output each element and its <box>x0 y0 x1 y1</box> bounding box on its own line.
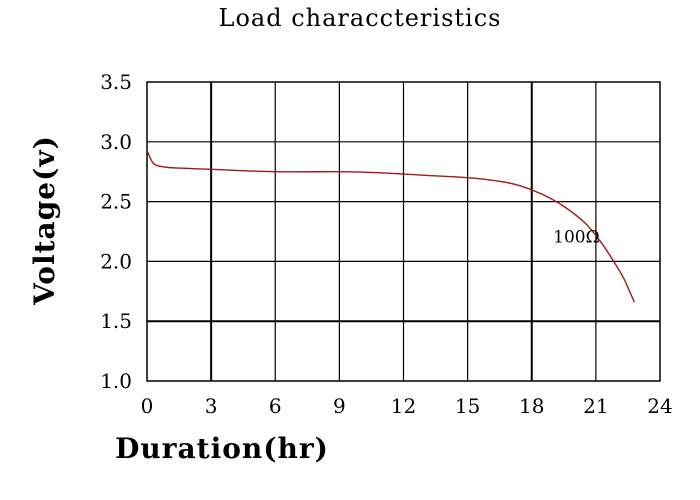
x-tick-label: 9 <box>333 394 346 418</box>
y-axis-label: Voltage(v) <box>28 135 61 306</box>
x-axis-ticks: 0 3 6 9 12 15 18 21 24 <box>141 394 673 418</box>
y-tick-label: 1.0 <box>100 369 132 393</box>
y-axis-ticks: 3.5 3.0 2.5 2.0 1.5 1.0 <box>100 70 132 393</box>
x-tick-label: 12 <box>391 394 416 418</box>
x-tick-label: 24 <box>647 394 672 418</box>
x-tick-label: 3 <box>205 394 218 418</box>
y-tick-label: 1.5 <box>100 309 132 333</box>
grid <box>146 81 661 382</box>
chart-title: Load characcteristics <box>219 4 502 32</box>
x-tick-label: 0 <box>141 394 154 418</box>
series-line-0 <box>146 149 635 303</box>
y-tick-label: 2.5 <box>100 190 132 214</box>
y-tick-label: 2.0 <box>100 249 132 273</box>
x-axis-label: Duration(hr) <box>115 432 329 465</box>
x-tick-label: 18 <box>519 394 544 418</box>
x-tick-label: 15 <box>455 394 480 418</box>
annotations: 100Ω <box>553 227 600 247</box>
x-tick-label: 21 <box>583 394 608 418</box>
curve-label: 100Ω <box>553 227 600 247</box>
series-group <box>146 149 635 303</box>
y-tick-label: 3.0 <box>100 130 132 154</box>
y-tick-label: 3.5 <box>100 70 132 94</box>
x-tick-label: 6 <box>269 394 282 418</box>
